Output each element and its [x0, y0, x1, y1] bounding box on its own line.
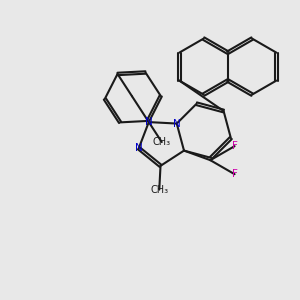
- Text: CH₃: CH₃: [153, 137, 171, 147]
- Text: N: N: [173, 118, 181, 129]
- Text: N: N: [135, 143, 142, 153]
- Text: CH₃: CH₃: [150, 184, 168, 195]
- Text: N: N: [145, 117, 153, 127]
- Text: F: F: [232, 169, 238, 179]
- Text: F: F: [232, 141, 238, 151]
